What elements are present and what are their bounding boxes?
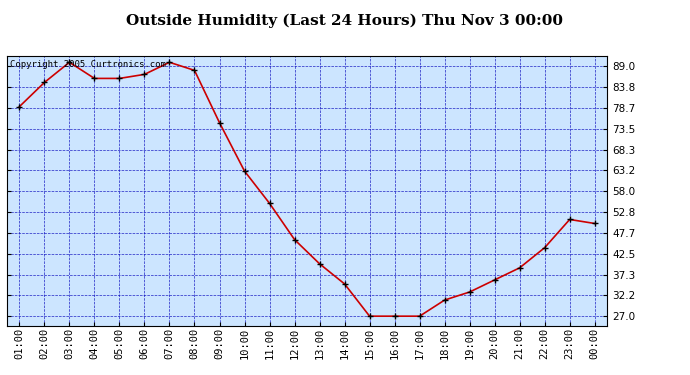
Text: Outside Humidity (Last 24 Hours) Thu Nov 3 00:00: Outside Humidity (Last 24 Hours) Thu Nov… [126, 13, 564, 27]
Text: Copyright 2005 Curtronics.com: Copyright 2005 Curtronics.com [10, 60, 166, 69]
